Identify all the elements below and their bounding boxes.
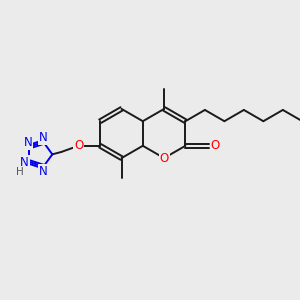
Text: H: H bbox=[16, 167, 24, 177]
Text: O: O bbox=[211, 139, 220, 152]
Text: O: O bbox=[160, 152, 169, 165]
Text: N: N bbox=[20, 156, 29, 169]
Text: O: O bbox=[74, 139, 83, 152]
Text: N: N bbox=[39, 131, 48, 144]
Text: N: N bbox=[24, 136, 32, 149]
Text: N: N bbox=[39, 165, 48, 178]
